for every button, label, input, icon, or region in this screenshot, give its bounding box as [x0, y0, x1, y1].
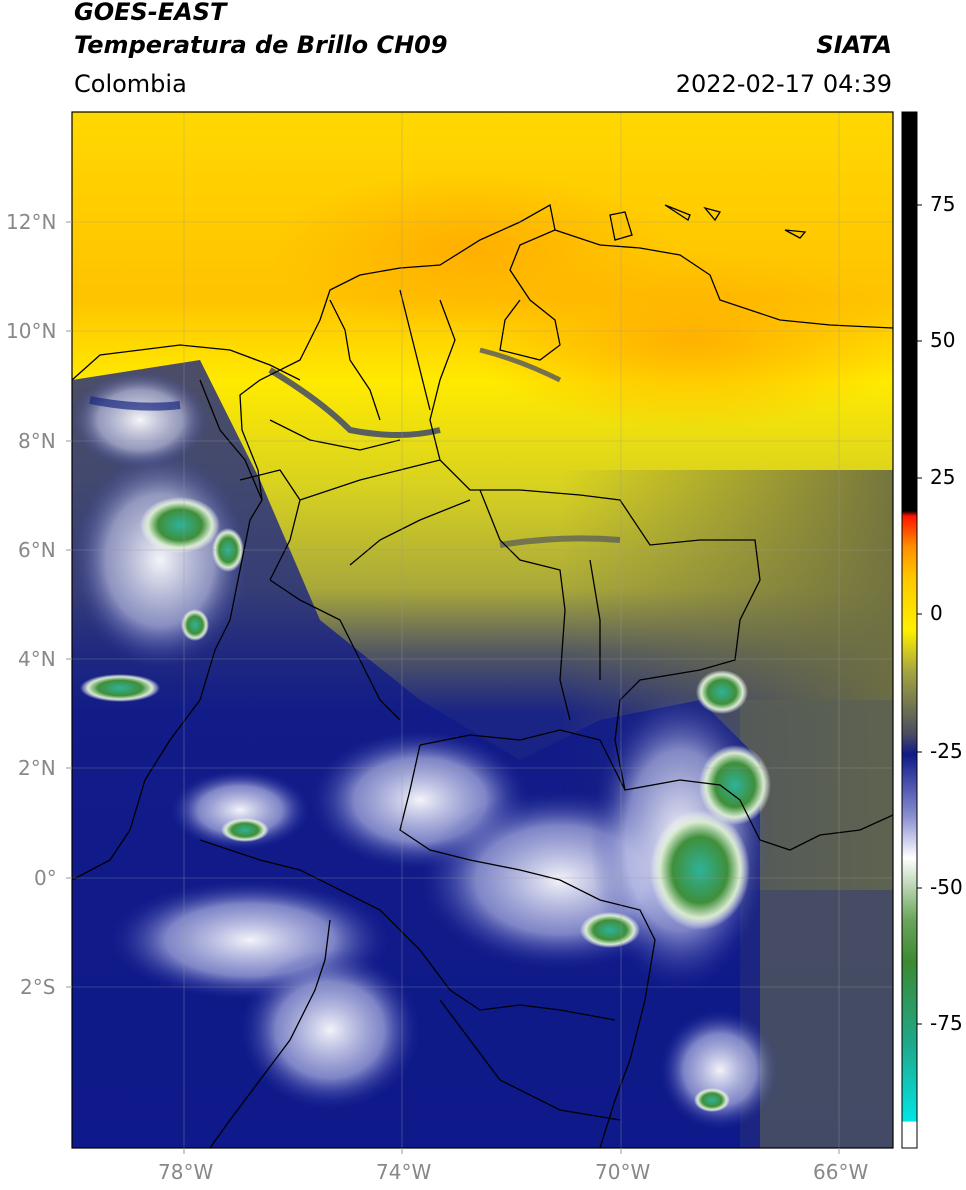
- colorbar-label-50: 50: [930, 328, 956, 352]
- map-frame: [71, 111, 894, 1149]
- colorbar-label-neg25: -25: [930, 739, 963, 763]
- lon-label-74w: 74°W: [376, 1160, 432, 1184]
- country-borders: [72, 203, 893, 1148]
- lat-label-4n: 4°N: [18, 647, 56, 671]
- colorbar-ticks: [917, 204, 922, 1025]
- lat-label-12n: 12°N: [6, 210, 57, 234]
- colorbar-label-25: 25: [930, 465, 956, 489]
- lat-label-8n: 8°N: [18, 429, 56, 453]
- lat-label-2n: 2°N: [18, 756, 56, 780]
- lat-label-6n: 6°N: [18, 538, 56, 562]
- lat-label-2s: 2°S: [20, 975, 56, 999]
- colorbar-label-neg75: -75: [930, 1011, 963, 1035]
- datetime-label: 2022-02-17 04:39: [675, 70, 892, 98]
- lon-label-70w: 70°W: [595, 1160, 651, 1184]
- colorbar-label-75: 75: [930, 192, 956, 216]
- colorbar: [901, 111, 918, 1149]
- region-label: Colombia: [74, 70, 187, 98]
- colorbar-label-neg50: -50: [930, 875, 963, 899]
- brightness-temperature-field: [72, 112, 893, 1148]
- colorbar-label-0: 0: [930, 601, 943, 625]
- satellite-title: GOES-EAST: [74, 0, 227, 26]
- axis-ticks: [66, 221, 840, 1154]
- graticule: [72, 112, 893, 1148]
- lat-label-0: 0°: [34, 866, 57, 890]
- lon-label-66w: 66°W: [813, 1160, 869, 1184]
- agency-label: SIATA: [816, 31, 892, 59]
- lon-label-78w: 78°W: [158, 1160, 214, 1184]
- lat-label-10n: 10°N: [6, 319, 57, 343]
- product-title: Temperatura de Brillo CH09: [74, 31, 448, 59]
